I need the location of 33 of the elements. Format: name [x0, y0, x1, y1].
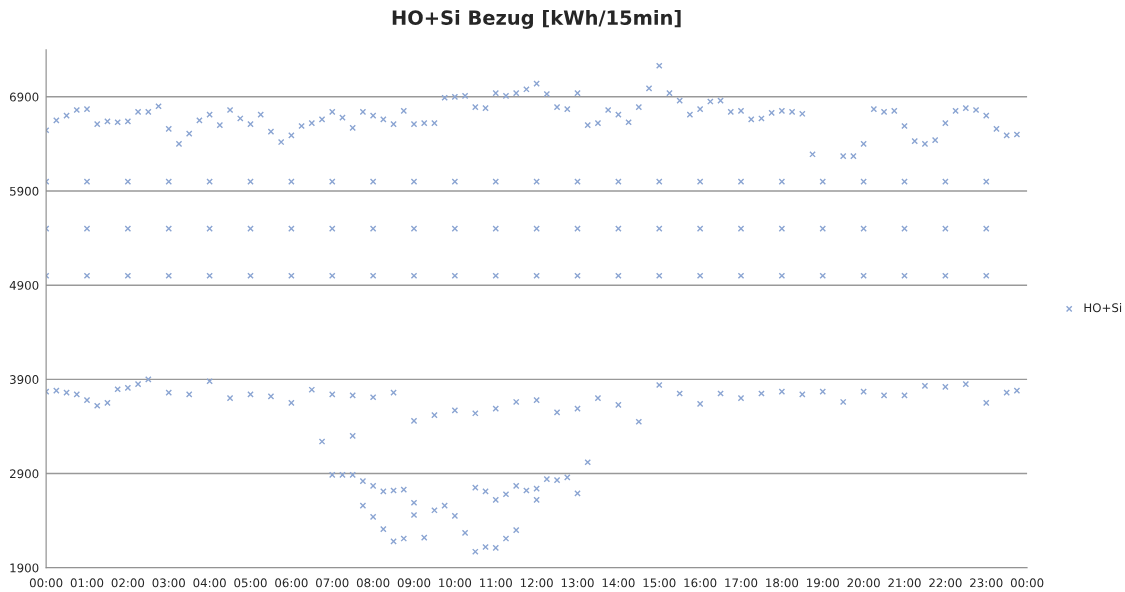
- y-tick-label: 4900: [9, 280, 39, 290]
- x-tick-label: 02:00: [111, 578, 145, 588]
- y-tick-label: 5900: [10, 186, 39, 196]
- x-tick-label: 04:00: [193, 578, 226, 588]
- x-tick-label: 09:00: [397, 578, 431, 588]
- x-tick-label: 01:00: [70, 578, 104, 588]
- x-tick-label: 23:00: [970, 578, 1003, 588]
- x-tick-label: 10:00: [439, 578, 472, 588]
- y-tick-label: 3900: [10, 375, 39, 385]
- x-tick-label: 16:00: [684, 578, 717, 588]
- x-tick-label: 13:00: [561, 578, 594, 588]
- x-tick-label: 00:00: [1010, 578, 1044, 588]
- x-tick-label: 17:00: [725, 578, 758, 588]
- y-tick-label: 6900: [9, 92, 39, 102]
- y-tick-label: 1900: [10, 563, 39, 573]
- x-tick-label: 15:00: [643, 578, 676, 588]
- x-tick-label: 14:00: [602, 578, 635, 588]
- x-tick-label: 07:00: [316, 578, 349, 588]
- x-tick-label: 08:00: [356, 578, 390, 588]
- x-tick-label: 03:00: [152, 578, 185, 588]
- x-tick-label: 21:00: [888, 578, 921, 588]
- x-tick-label: 18:00: [766, 578, 799, 588]
- x-tick-label: 00:00: [29, 578, 63, 588]
- y-tick-label: 2900: [10, 469, 39, 479]
- legend-label: HO+Si: [1084, 303, 1122, 313]
- x-tick-label: 05:00: [234, 578, 267, 588]
- x-tick-label: 06:00: [275, 578, 308, 588]
- x-tick-label: 12:00: [520, 578, 553, 588]
- x-tick-label: 20:00: [847, 578, 880, 588]
- chart-title: HO+Si Bezug [kWh/15min]: [392, 9, 681, 29]
- x-tick-label: 19:00: [807, 578, 839, 588]
- x-tick-label: 11:00: [480, 578, 512, 588]
- x-tick-label: 22:00: [929, 578, 962, 588]
